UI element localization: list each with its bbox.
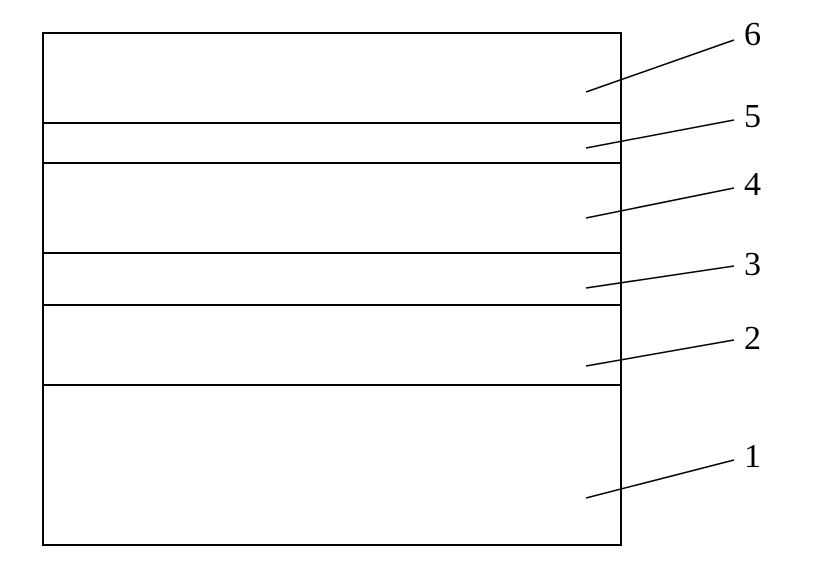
layer-stack — [42, 32, 622, 546]
figure-canvas: 6 5 4 3 2 1 — [0, 0, 817, 568]
label-5: 5 — [744, 100, 761, 134]
layer-3 — [44, 254, 620, 306]
layer-1 — [44, 386, 620, 548]
layer-2 — [44, 306, 620, 386]
layer-4 — [44, 164, 620, 254]
label-6: 6 — [744, 18, 761, 52]
layer-6 — [44, 34, 620, 124]
label-4: 4 — [744, 168, 761, 202]
label-1: 1 — [744, 440, 761, 474]
label-3: 3 — [744, 248, 761, 282]
layer-5 — [44, 124, 620, 164]
label-2: 2 — [744, 322, 761, 356]
